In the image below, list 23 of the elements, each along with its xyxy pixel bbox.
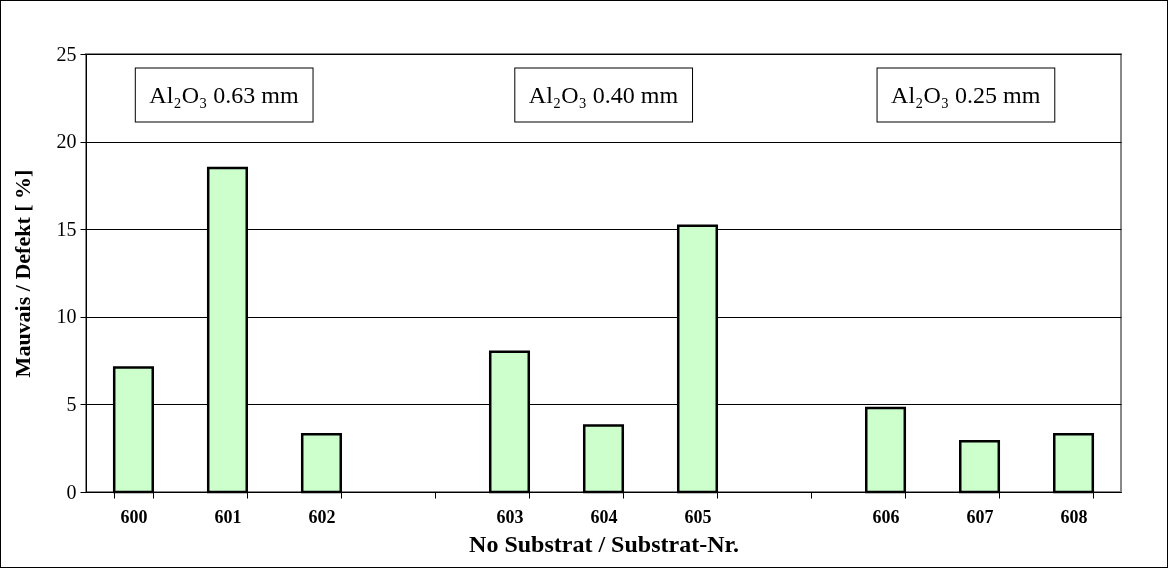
x-tick-label: 602 xyxy=(308,506,336,527)
label-box: Al₂O₃ 0.40 mm xyxy=(514,67,694,123)
y-tick-label: 0 xyxy=(66,480,77,503)
x-tick-label: 600 xyxy=(120,506,148,527)
x-tick-label: 607 xyxy=(966,506,994,527)
x-tick-label: 603 xyxy=(496,506,524,527)
y-axis-title: Mauvais / Defekt [ %] xyxy=(9,169,35,378)
y-tick-label: 5 xyxy=(66,392,77,415)
annotation: Al₂O₃ 0.40 mm xyxy=(528,82,679,108)
x-tick-label: 605 xyxy=(684,506,712,527)
y-tick-label: 15 xyxy=(56,217,77,240)
x-tick-label: 606 xyxy=(872,506,900,527)
label-box: Al₂O₃ 0.25 mm xyxy=(876,67,1056,123)
label-box: Al₂O₃ 0.63 mm xyxy=(134,67,314,123)
y-tick-label: 20 xyxy=(56,130,77,153)
x-tick-label: 604 xyxy=(590,506,618,527)
annotation: Al₂O₃ 0.63 mm xyxy=(149,82,300,108)
x-tick-label: 608 xyxy=(1060,506,1088,527)
annotation: Al₂O₃ 0.25 mm xyxy=(891,82,1041,108)
x-axis-title: No Substrat / Substrat-Nr. xyxy=(469,530,739,557)
y-tick-label: 25 xyxy=(56,42,77,65)
x-tick-label: 601 xyxy=(214,506,242,527)
y-tick-label: 10 xyxy=(56,305,77,328)
